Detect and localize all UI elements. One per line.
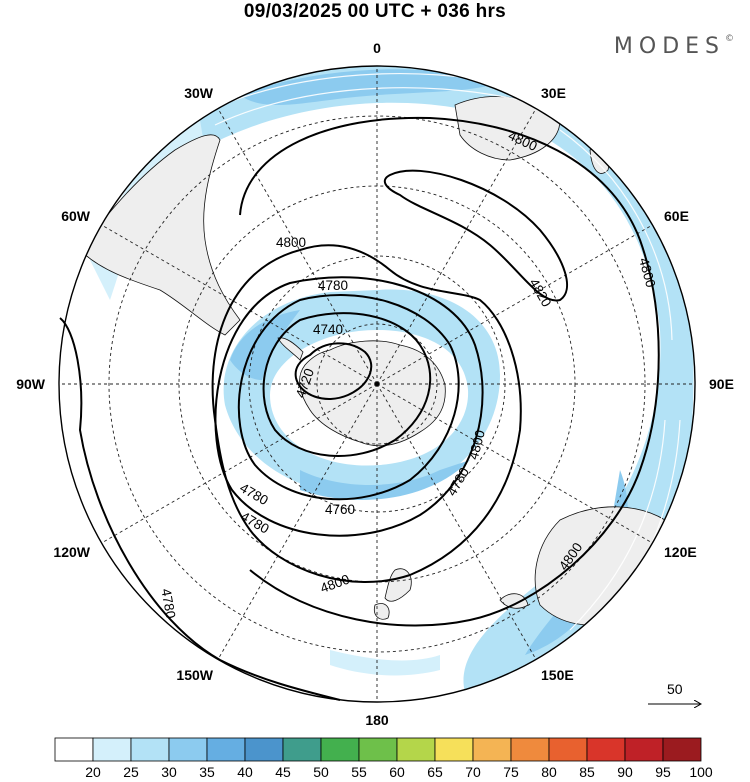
colorbar-label: 70 — [465, 764, 481, 780]
contour-4760 — [237, 294, 460, 501]
vortex-core — [230, 310, 300, 380]
streamline — [569, 419, 666, 631]
colorbar-label: 80 — [541, 764, 557, 780]
colorbar-label: 25 — [123, 764, 139, 780]
longitude-label: 120W — [53, 544, 90, 560]
longitude-label: 150W — [176, 667, 213, 683]
colorbar-swatch — [434, 737, 474, 762]
contour-4740 — [262, 312, 432, 457]
antarctica — [299, 340, 446, 447]
colorbar-label: 50 — [313, 764, 329, 780]
colorbar-label: 35 — [199, 764, 215, 780]
meridian-line — [217, 383, 378, 660]
longitude-label: 30W — [184, 85, 214, 101]
colorbar-swatch — [624, 737, 664, 762]
latitude-circle — [108, 115, 646, 653]
jet-band — [190, 66, 694, 702]
contour-label: 4760 — [325, 502, 355, 517]
meridian-line — [101, 224, 378, 385]
colorbar-label: 85 — [579, 764, 595, 780]
wind-reference-label: 50 — [667, 681, 683, 697]
colorbar-label: 30 — [161, 764, 177, 780]
longitude-label: 90W — [16, 376, 46, 392]
colorbar-label: 90 — [617, 764, 633, 780]
colorbar-label: 20 — [85, 764, 101, 780]
colorbar-label: 95 — [655, 764, 671, 780]
longitude-label: 30E — [541, 85, 566, 101]
contour-label: 4800 — [276, 235, 306, 250]
pole-marker — [374, 381, 380, 387]
colorbar-swatch — [92, 737, 132, 762]
longitude-label: 150E — [541, 667, 574, 683]
longitude-label: 0 — [373, 40, 381, 56]
meridian-line — [376, 108, 537, 385]
meridian-line — [101, 383, 378, 544]
colorbar-swatch — [548, 737, 588, 762]
longitude-label: 180 — [365, 712, 389, 728]
colorbar-label: 55 — [351, 764, 367, 780]
streamline — [214, 87, 521, 126]
longitude-label: 90E — [709, 376, 734, 392]
longitude-label: 60E — [664, 208, 689, 224]
colorbar-label: 45 — [275, 764, 291, 780]
colorbar-label: 100 — [689, 764, 713, 780]
contour-4720 — [294, 342, 373, 400]
colorbar: 20 25 30 35 40 45 50 55 60 65 70 75 80 85 90 95 100 — [54, 737, 713, 780]
contour-4820 — [383, 169, 569, 302]
longitude-labels: 0 30E 60E 90E 120E 150E 180 150W 120W 90W 60W 30W — [16, 40, 734, 728]
colorbar-swatch — [358, 737, 398, 762]
antarctic-peninsula — [277, 337, 304, 361]
land — [79, 96, 668, 626]
streamline — [559, 129, 673, 341]
map-border — [58, 65, 696, 703]
south-america — [79, 134, 241, 336]
colorbar-label: 60 — [389, 764, 405, 780]
longitude-label: 60W — [61, 208, 91, 224]
colorbar-swatch — [662, 737, 702, 762]
brand-logo: MODES© — [613, 34, 734, 59]
colorbar-swatch — [130, 737, 170, 762]
weak-wind-area — [330, 650, 440, 676]
meridian-line — [376, 224, 653, 385]
contour-4800 — [211, 244, 522, 583]
contour-4800-outer — [239, 116, 660, 627]
colorbar-swatch — [320, 737, 360, 762]
vortex-core — [300, 460, 470, 500]
contour-4780-outer — [59, 317, 341, 701]
contour-label: 4780 — [318, 278, 348, 293]
colorbar-swatch — [206, 737, 246, 762]
colorbar-swatch — [244, 737, 284, 762]
meridian-line — [217, 108, 378, 385]
contour-label: 4740 — [313, 322, 343, 337]
colorbar-swatch — [586, 737, 626, 762]
wind-reference: 50 — [648, 681, 700, 704]
contour-4780 — [214, 276, 484, 537]
colorbar-swatch — [54, 737, 94, 762]
longitude-label: 120E — [664, 544, 697, 560]
colorbar-label: 65 — [427, 764, 443, 780]
colorbar-swatch — [396, 737, 436, 762]
colorbar-label: 40 — [237, 764, 253, 780]
colorbar-swatch — [282, 737, 322, 762]
colorbar-swatch — [168, 737, 208, 762]
height-contours — [59, 116, 660, 701]
colorbar-swatch — [472, 737, 512, 762]
colorbar-label: 75 — [503, 764, 519, 780]
map-title: 09/03/2025 00 UTC + 036 hrs — [243, 1, 507, 22]
colorbar-swatch — [510, 737, 550, 762]
meridian-line — [376, 383, 537, 660]
contour-label: 4780 — [158, 587, 178, 619]
meridian-line — [376, 383, 653, 544]
new-zealand — [373, 603, 390, 620]
